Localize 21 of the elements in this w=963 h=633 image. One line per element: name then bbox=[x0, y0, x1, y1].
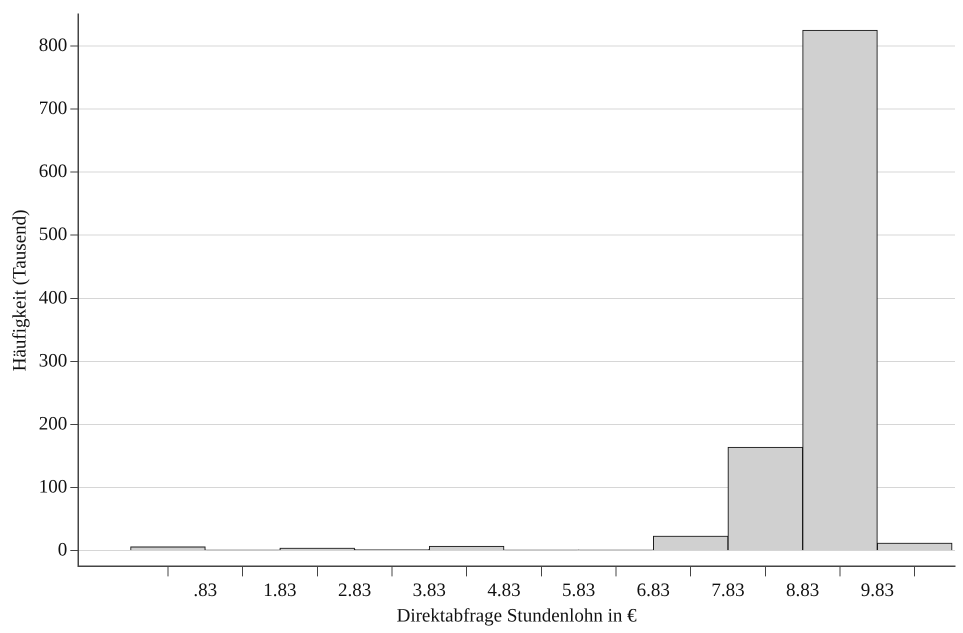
x-tick-label: 5.83 bbox=[562, 580, 596, 601]
y-tick-label: 400 bbox=[38, 287, 68, 308]
y-tick-label: 0 bbox=[58, 540, 68, 561]
y-tick-label: 200 bbox=[38, 413, 68, 434]
y-tick-label: 800 bbox=[38, 34, 68, 56]
x-tick-label: 4.83 bbox=[487, 580, 521, 601]
x-axis-title: Direktabfrage Stundenlohn in € bbox=[396, 606, 638, 627]
y-tick-label: 300 bbox=[38, 350, 68, 372]
x-tick-label: 8.83 bbox=[786, 580, 820, 601]
y-tick-label: 700 bbox=[38, 98, 68, 120]
x-tick-label: .83 bbox=[193, 580, 218, 601]
x-tick-label: 6.83 bbox=[636, 580, 670, 601]
x-tick-label: 2.83 bbox=[338, 580, 372, 601]
y-tick-label: 100 bbox=[38, 476, 68, 498]
y-axis-title: Häufigkeit (Tausend) bbox=[9, 210, 30, 372]
x-tick-label: 3.83 bbox=[412, 580, 446, 601]
x-tick-label: 9.83 bbox=[860, 580, 894, 601]
x-tick-label: 7.83 bbox=[711, 580, 745, 601]
y-tick-label: 600 bbox=[38, 161, 68, 182]
x-tick-label: 1.83 bbox=[263, 580, 297, 601]
y-tick-label: 500 bbox=[38, 224, 68, 246]
